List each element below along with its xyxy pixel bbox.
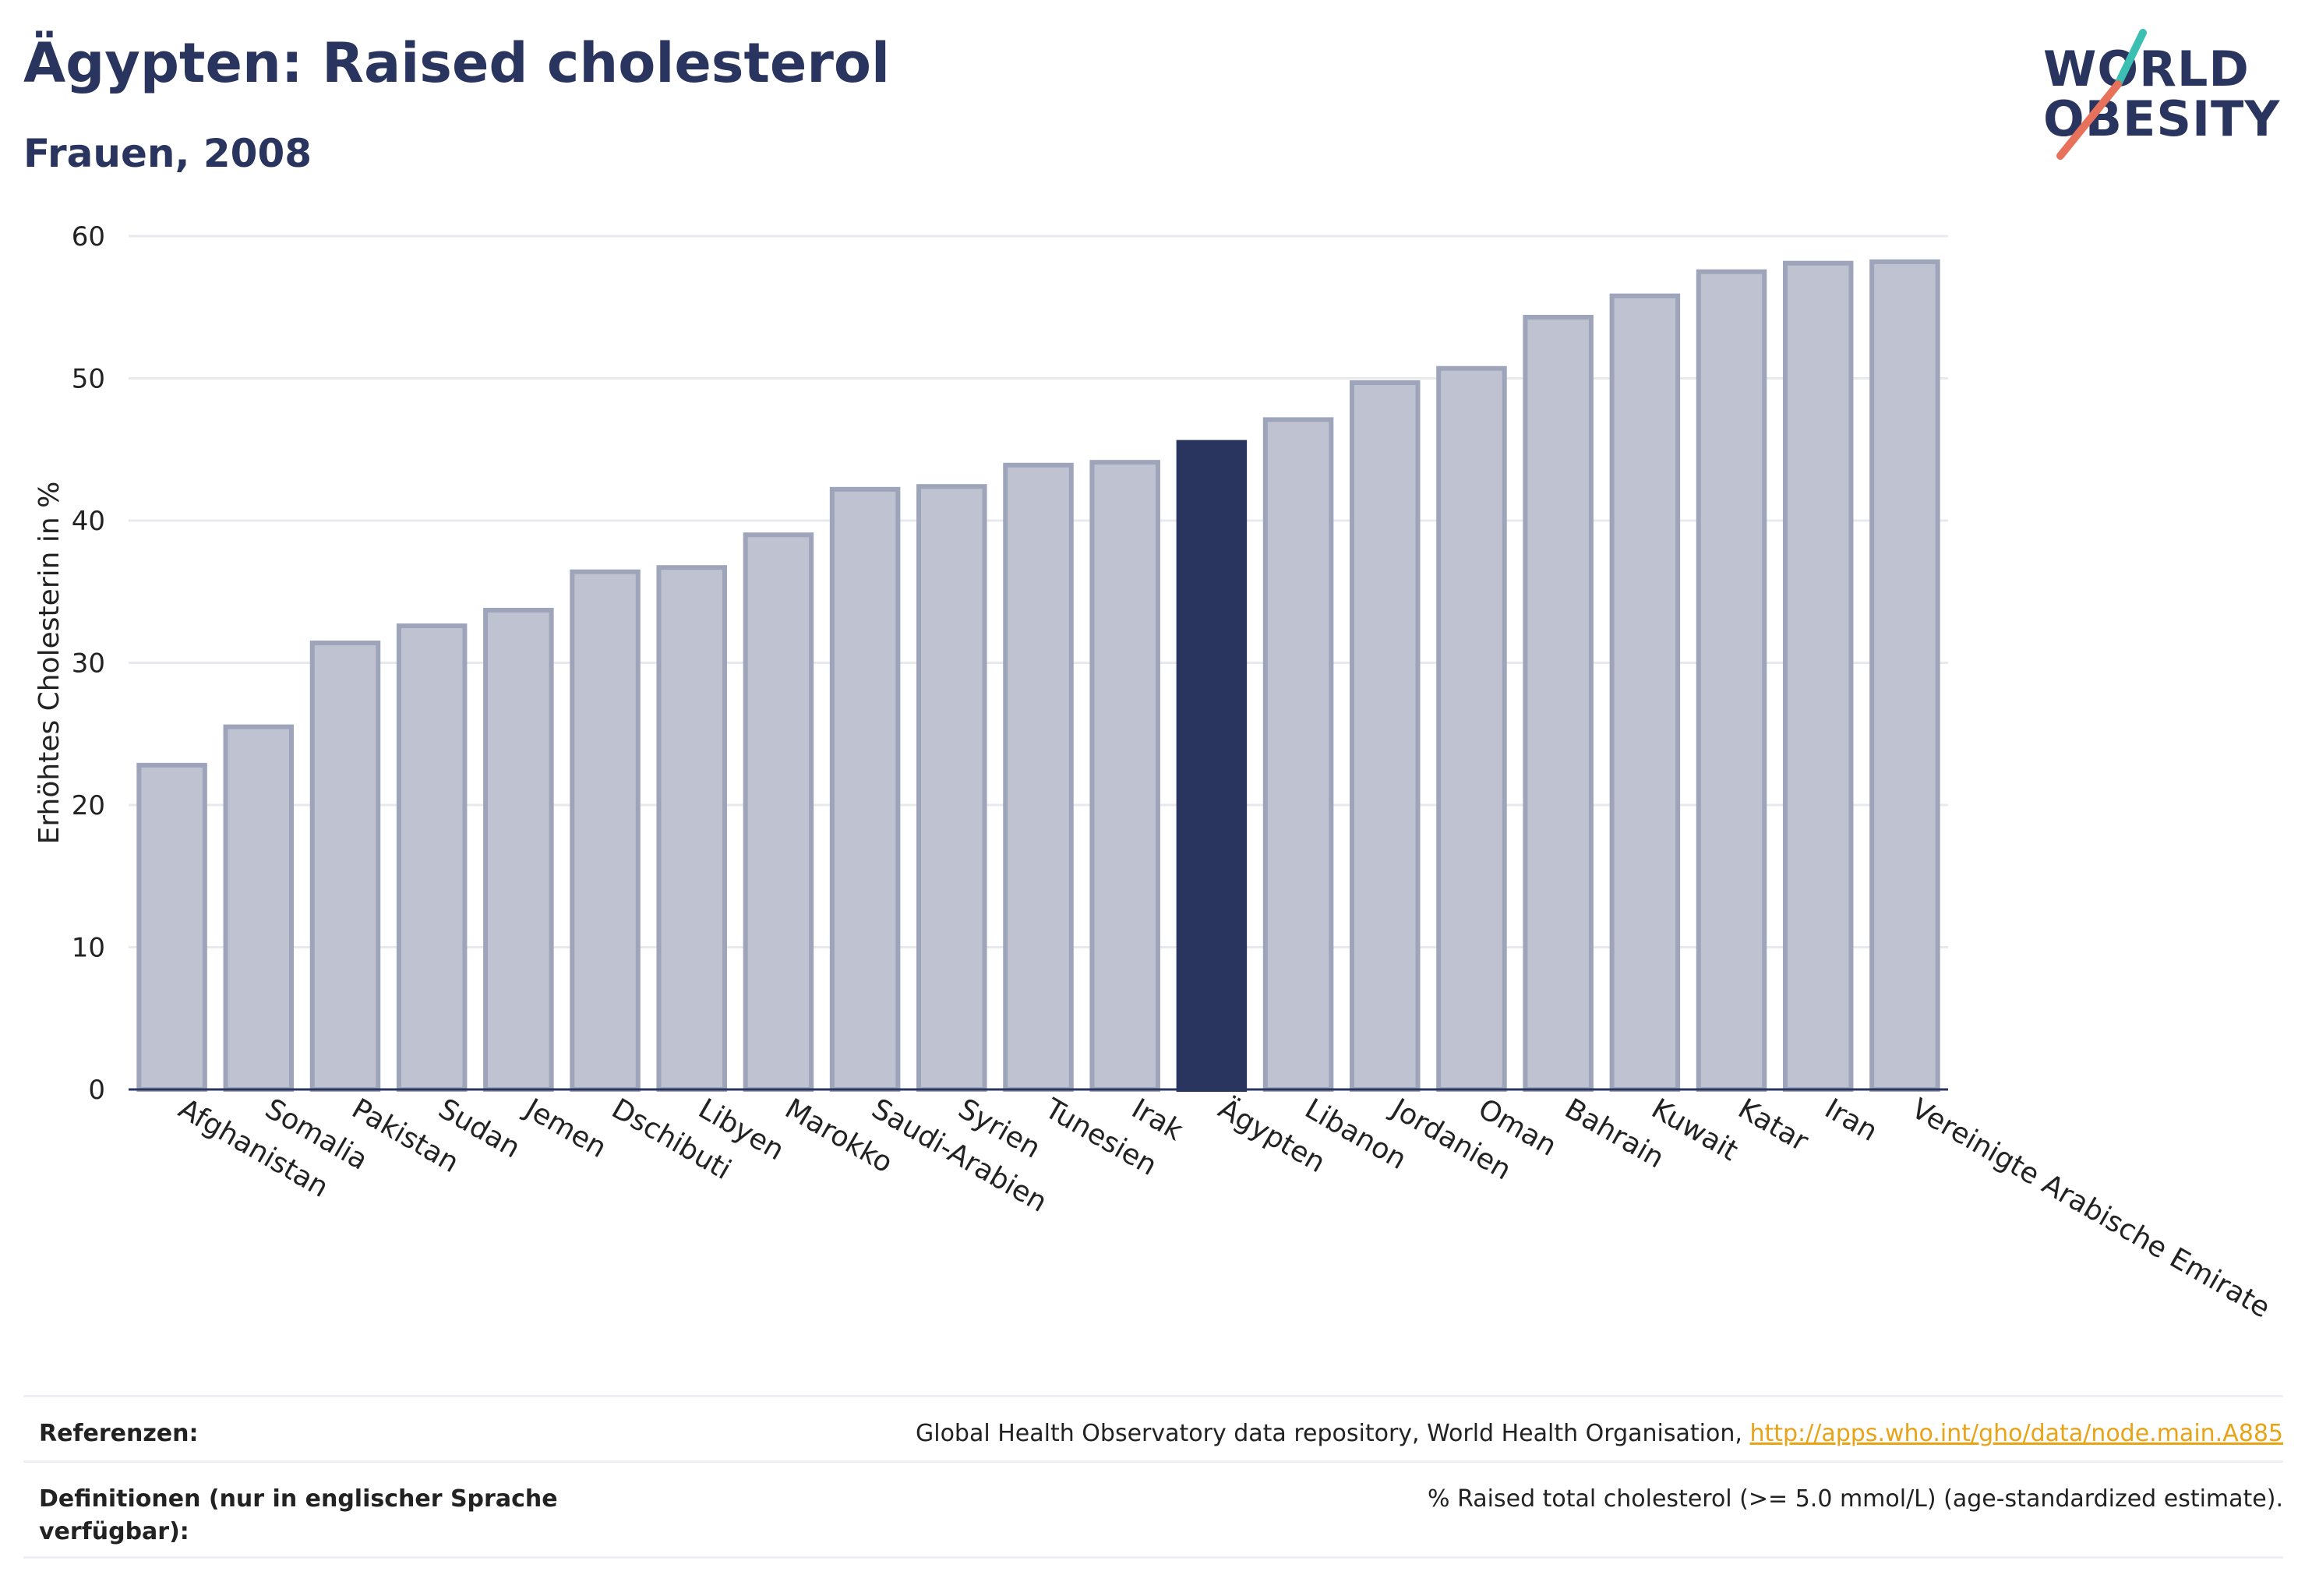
references-value: Global Health Observatory data repositor… xyxy=(584,1418,2283,1460)
definitions-label: Definitionen (nur in englischer Sprache … xyxy=(39,1485,558,1545)
logo-slash-icon xyxy=(2056,29,2147,160)
bar-oman[interactable] xyxy=(1436,365,1507,1093)
y-tick-label: 10 xyxy=(72,933,105,964)
bar-marokko[interactable] xyxy=(743,532,814,1092)
x-tick-label: Vereinigte Arabische Emirate xyxy=(1906,1093,2275,1324)
bar-libyen[interactable] xyxy=(656,565,727,1093)
references-link[interactable]: http://apps.who.int/gho/data/node.main.A… xyxy=(1749,1420,2283,1447)
y-tick-label: 20 xyxy=(72,790,105,821)
bar-vereinigte-arabische-emirate[interactable] xyxy=(1869,259,1940,1093)
x-tick-label: Katar xyxy=(1733,1093,1814,1158)
x-tick-label: Iran xyxy=(1820,1093,1883,1148)
bar-libanon[interactable] xyxy=(1262,417,1334,1092)
logo-line-2: OBESITY xyxy=(2043,90,2281,147)
references-row: Referenzen: Global Health Observatory da… xyxy=(23,1395,2283,1460)
footer: Referenzen: Global Health Observatory da… xyxy=(23,1395,2283,1559)
bar-iran[interactable] xyxy=(1782,260,1854,1092)
chart-subtitle: Frauen, 2008 xyxy=(23,131,312,176)
bar-syrien[interactable] xyxy=(916,484,987,1092)
bar-irak[interactable] xyxy=(1089,460,1160,1092)
bar-jemen[interactable] xyxy=(483,607,554,1092)
bar-sudan[interactable] xyxy=(396,623,468,1092)
y-tick-label: 40 xyxy=(72,506,105,537)
logo-line-1: WORLD xyxy=(2043,41,2250,97)
bar-ägypten[interactable] xyxy=(1176,440,1248,1092)
bar-katar[interactable] xyxy=(1696,269,1767,1092)
bar-saudi-arabien[interactable] xyxy=(829,486,901,1093)
y-tick-label: 60 xyxy=(72,221,105,252)
y-tick-label: 0 xyxy=(88,1075,105,1106)
world-obesity-logo: WORLD OBESITY xyxy=(2034,23,2291,164)
bar-somalia[interactable] xyxy=(223,724,295,1092)
references-text: Global Health Observatory data repositor… xyxy=(916,1420,1742,1447)
bars xyxy=(136,259,1940,1093)
bar-pakistan[interactable] xyxy=(309,640,381,1092)
x-tick-labels: AfghanistanSomaliaPakistanSudanJemenDsch… xyxy=(173,1092,2275,1324)
x-tick-label: Jemen xyxy=(518,1092,612,1164)
bar-kuwait[interactable] xyxy=(1609,293,1681,1092)
bar-tunesien[interactable] xyxy=(1003,462,1074,1092)
y-tick-label: 50 xyxy=(72,364,105,395)
bar-jordanien[interactable] xyxy=(1350,380,1421,1093)
definitions-value: % Raised total cholesterol (>= 5.0 mmol/… xyxy=(1428,1485,2283,1513)
bar-bahrain[interactable] xyxy=(1523,315,1594,1092)
bar-afghanistan[interactable] xyxy=(136,762,207,1093)
bar-dschibuti[interactable] xyxy=(570,569,641,1092)
y-tick-labels: 0 10 20 30 40 50 60 xyxy=(72,221,105,1106)
y-tick-label: 30 xyxy=(72,648,105,680)
bar-chart: 0 10 20 30 40 50 60 AfghanistanSomaliaPakistan… xyxy=(34,221,2275,1325)
definitions-row: Definitionen (nur in englischer Sprache … xyxy=(23,1460,2283,1559)
chart-title: Ägypten: Raised cholesterol xyxy=(23,31,891,95)
y-axis-title: Erhöhtes Cholesterin in % xyxy=(34,482,65,845)
x-tick-label: Bahrain xyxy=(1559,1093,1669,1174)
references-label: Referenzen: xyxy=(39,1420,199,1447)
